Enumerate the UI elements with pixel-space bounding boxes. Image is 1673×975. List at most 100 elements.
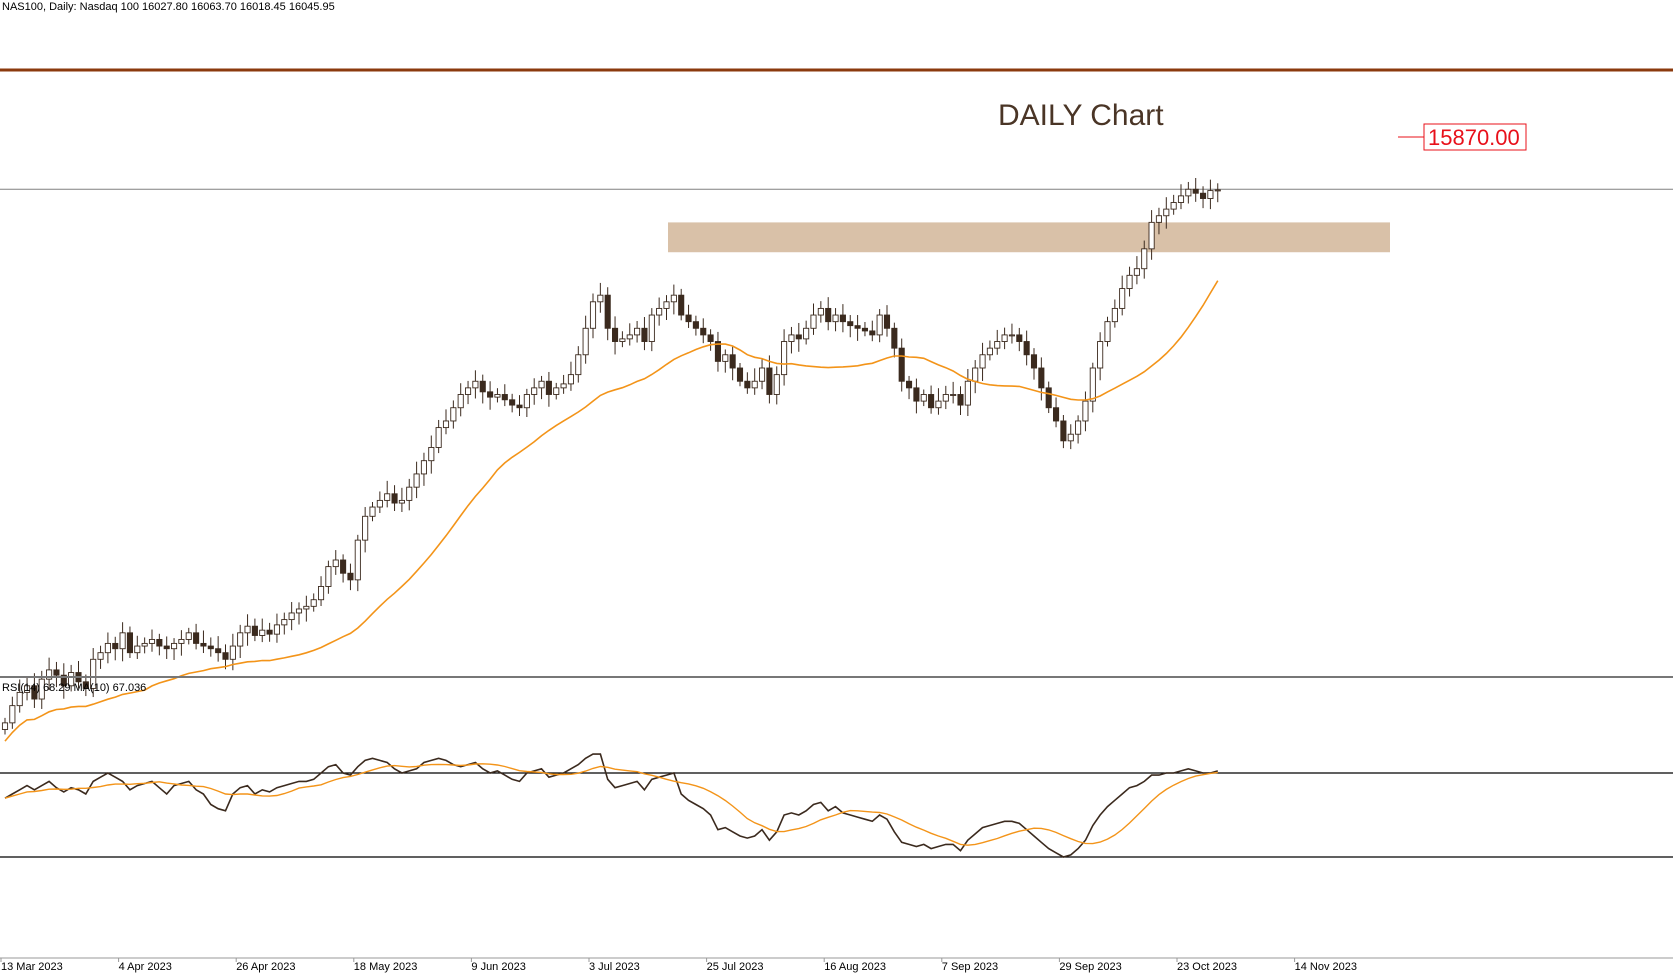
candle[interactable] — [538, 380, 545, 389]
candle[interactable] — [634, 327, 641, 336]
candle[interactable] — [90, 658, 97, 689]
candle[interactable] — [509, 399, 516, 406]
candle[interactable] — [656, 307, 663, 316]
candle[interactable] — [575, 354, 582, 376]
candle[interactable] — [648, 314, 655, 342]
candle[interactable] — [457, 394, 464, 409]
candle[interactable] — [163, 645, 170, 650]
candle[interactable] — [259, 629, 266, 636]
candle[interactable] — [288, 612, 295, 621]
candle[interactable] — [266, 629, 273, 635]
candle[interactable] — [1207, 190, 1214, 199]
candle[interactable] — [31, 685, 38, 700]
candle[interactable] — [531, 387, 538, 395]
candle[interactable] — [170, 642, 178, 650]
candle[interactable] — [1089, 367, 1096, 402]
candle[interactable] — [641, 327, 648, 342]
candle[interactable] — [1133, 268, 1140, 276]
candle[interactable] — [1199, 192, 1207, 199]
candle[interactable] — [1016, 334, 1023, 342]
candle[interactable] — [972, 367, 979, 382]
candle[interactable] — [928, 394, 935, 409]
candle[interactable] — [950, 394, 957, 396]
candle[interactable] — [148, 638, 156, 644]
candle[interactable] — [553, 387, 560, 395]
candle[interactable] — [428, 447, 435, 462]
candle[interactable] — [68, 672, 75, 687]
candle[interactable] — [332, 559, 339, 568]
candle[interactable] — [1111, 307, 1118, 323]
candle[interactable] — [303, 605, 310, 610]
candle[interactable] — [810, 314, 817, 329]
candle[interactable] — [1104, 321, 1111, 342]
candle[interactable] — [847, 321, 854, 327]
candle[interactable] — [347, 572, 354, 581]
candle[interactable] — [891, 327, 898, 349]
candle[interactable] — [384, 493, 391, 501]
candle[interactable] — [82, 681, 89, 689]
candle[interactable] — [670, 294, 677, 303]
candle[interactable] — [281, 619, 288, 626]
candle[interactable] — [707, 334, 714, 342]
candle[interactable] — [465, 387, 472, 395]
candle[interactable] — [376, 499, 383, 508]
candle[interactable] — [1067, 433, 1074, 442]
candle[interactable] — [450, 407, 457, 422]
candle[interactable] — [237, 632, 244, 647]
candle[interactable] — [1001, 334, 1008, 342]
candle[interactable] — [310, 599, 317, 607]
candle[interactable] — [1060, 420, 1067, 442]
candle[interactable] — [825, 307, 832, 323]
candle[interactable] — [1030, 354, 1038, 369]
candle[interactable] — [53, 669, 60, 676]
candle[interactable] — [1075, 420, 1082, 435]
candle[interactable] — [612, 327, 619, 342]
candle[interactable] — [913, 387, 920, 402]
candle[interactable] — [1119, 288, 1126, 309]
candle[interactable] — [692, 321, 699, 329]
candle[interactable] — [1097, 341, 1104, 369]
candle[interactable] — [700, 327, 707, 336]
candle[interactable] — [516, 404, 523, 409]
candle[interactable] — [773, 374, 780, 395]
candle[interactable] — [1141, 248, 1148, 270]
candle[interactable] — [979, 354, 986, 369]
candle[interactable] — [781, 341, 788, 376]
candle[interactable] — [9, 705, 16, 724]
candle[interactable] — [46, 669, 53, 680]
candle[interactable] — [112, 642, 119, 650]
candle[interactable] — [501, 394, 508, 401]
candle[interactable] — [861, 327, 868, 332]
candle[interactable] — [391, 493, 398, 504]
candle[interactable] — [942, 394, 949, 402]
candle[interactable] — [714, 341, 721, 362]
candle[interactable] — [215, 648, 222, 654]
candle[interactable] — [744, 380, 751, 389]
candle[interactable] — [869, 330, 876, 336]
candle[interactable] — [16, 691, 23, 707]
candle[interactable] — [229, 645, 236, 660]
candle[interactable] — [1052, 407, 1060, 422]
candle[interactable] — [413, 473, 420, 488]
candle[interactable] — [435, 427, 442, 448]
candle[interactable] — [920, 394, 927, 402]
candle[interactable] — [141, 642, 148, 647]
candle[interactable] — [119, 632, 126, 650]
candle[interactable] — [273, 624, 281, 635]
candle[interactable] — [1082, 400, 1089, 422]
candle[interactable] — [1170, 202, 1177, 210]
candle[interactable] — [60, 674, 67, 687]
candle[interactable] — [766, 367, 773, 395]
level-callout-box[interactable] — [1423, 123, 1527, 151]
candle[interactable] — [1177, 195, 1185, 203]
candle[interactable] — [1008, 334, 1015, 337]
candle[interactable] — [325, 566, 332, 587]
candle[interactable] — [803, 327, 810, 340]
candle[interactable] — [597, 294, 604, 303]
candle[interactable] — [104, 642, 111, 654]
candle[interactable] — [1045, 387, 1052, 409]
candle[interactable] — [619, 338, 626, 342]
candle[interactable] — [788, 334, 795, 342]
resistance-zone[interactable] — [668, 222, 1390, 253]
